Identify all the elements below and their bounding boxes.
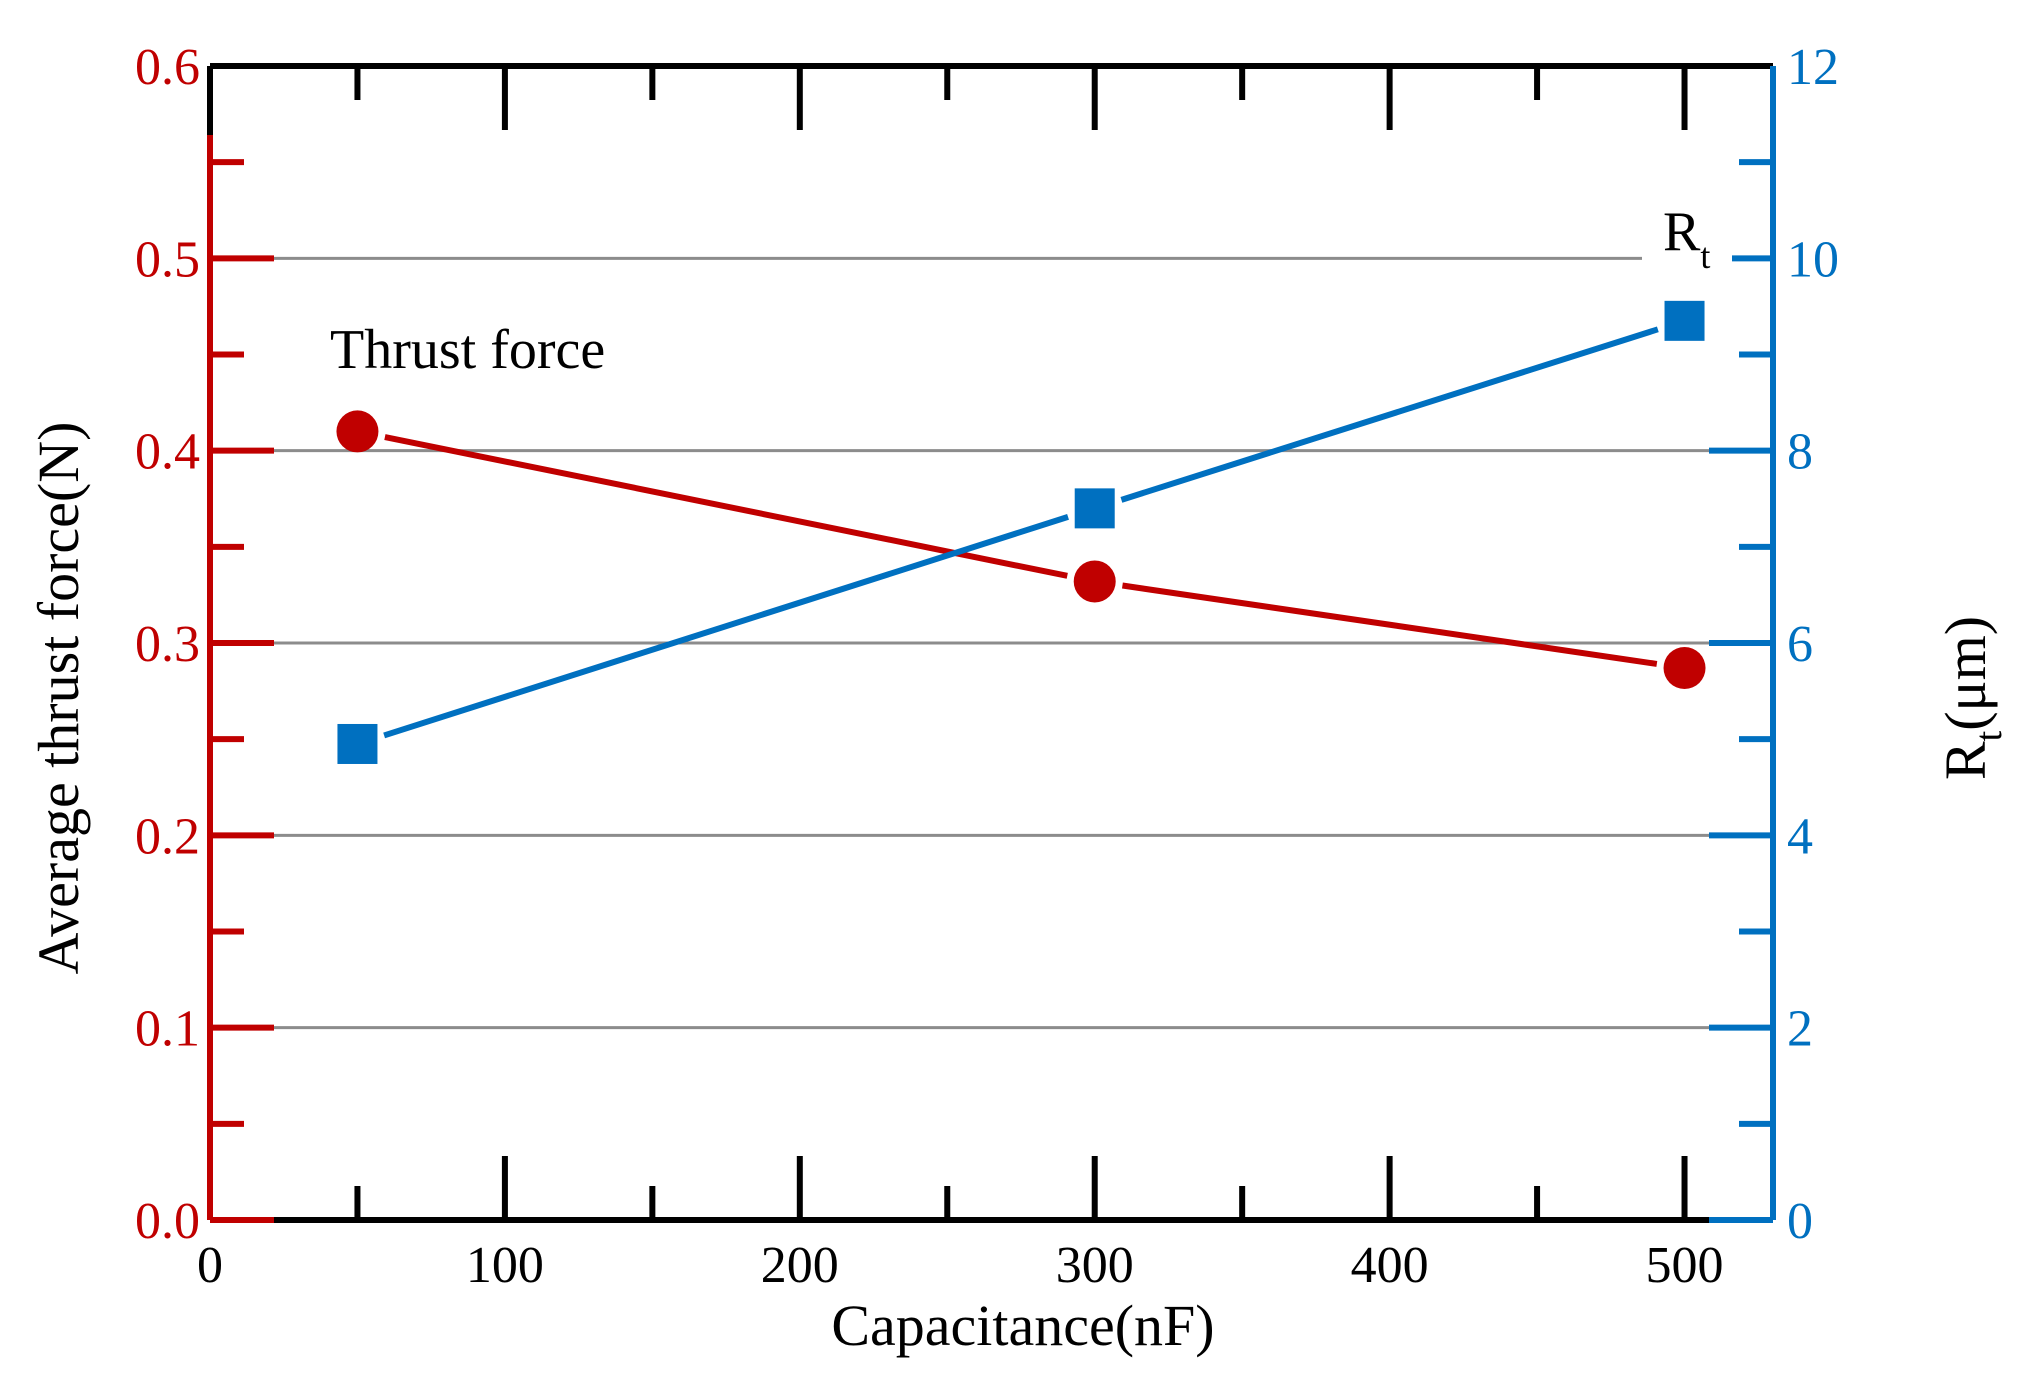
thrust-force-annotation: Thrust force [330,319,605,381]
y-right-tick-label: 12 [1787,39,1839,96]
x-tick-label: 500 [1646,1237,1724,1294]
axes-layer: 0 100 200 300 400 500 0.0 0.1 0.2 0.3 0.4 0.5 0.6 0 2 4… [135,39,1839,1294]
y-left-tick-label: 0.1 [135,1001,200,1058]
y-left-tick-label: 0.2 [135,808,200,865]
y-left-tick-label: 0.6 [135,39,200,96]
rt-annotation: Rt [1663,201,1710,276]
x-tick-label: 400 [1351,1237,1429,1294]
grid-lines [210,256,1773,1030]
y-right-tick-label: 8 [1787,424,1813,481]
x-tick-label: 100 [466,1237,544,1294]
y-left-axis-label: Average thrust force(N) [26,422,91,975]
thrust-force-point [1663,647,1706,690]
x-axis-label: Capacitance(nF) [831,1293,1214,1358]
rt-annotation-main: R [1663,201,1701,263]
rt-point [1074,488,1115,529]
series-line-thrust-force [384,434,1068,579]
series-line-rt [1120,326,1659,503]
y-right-axis-label: Rt(μm) [1933,616,2010,780]
y-right-tick-label: 10 [1787,231,1839,288]
y-left-tick-label: 0.0 [135,1193,200,1250]
series-line-rt [383,514,1069,739]
rt-annotation-background [1642,216,1732,286]
series-layer [336,300,1706,764]
y-right-tick-label: 6 [1787,616,1813,673]
rt-point [337,723,378,764]
x-tick-label: 0 [197,1237,223,1294]
y-right-label-main: R [1933,741,1998,780]
y-left-tick-label: 0.5 [135,231,200,288]
thrust-force-point [1073,560,1116,603]
y-right-tick-label: 2 [1787,1001,1813,1058]
series-line-thrust-force [1121,582,1658,667]
x-tick-label: 300 [1056,1237,1134,1294]
y-left-tick-label: 0.3 [135,616,200,673]
rt-point [1664,300,1705,341]
y-right-label-sub: t [1968,730,2010,741]
y-right-tick-label: 0 [1787,1193,1813,1250]
y-right-label-rest: (μm) [1933,616,1998,731]
x-tick-label: 200 [761,1237,839,1294]
y-right-tick-label: 4 [1787,808,1813,865]
rt-annotation-sub: t [1700,236,1710,276]
y-left-tick-label: 0.4 [135,424,200,481]
thrust-force-point [336,410,379,453]
